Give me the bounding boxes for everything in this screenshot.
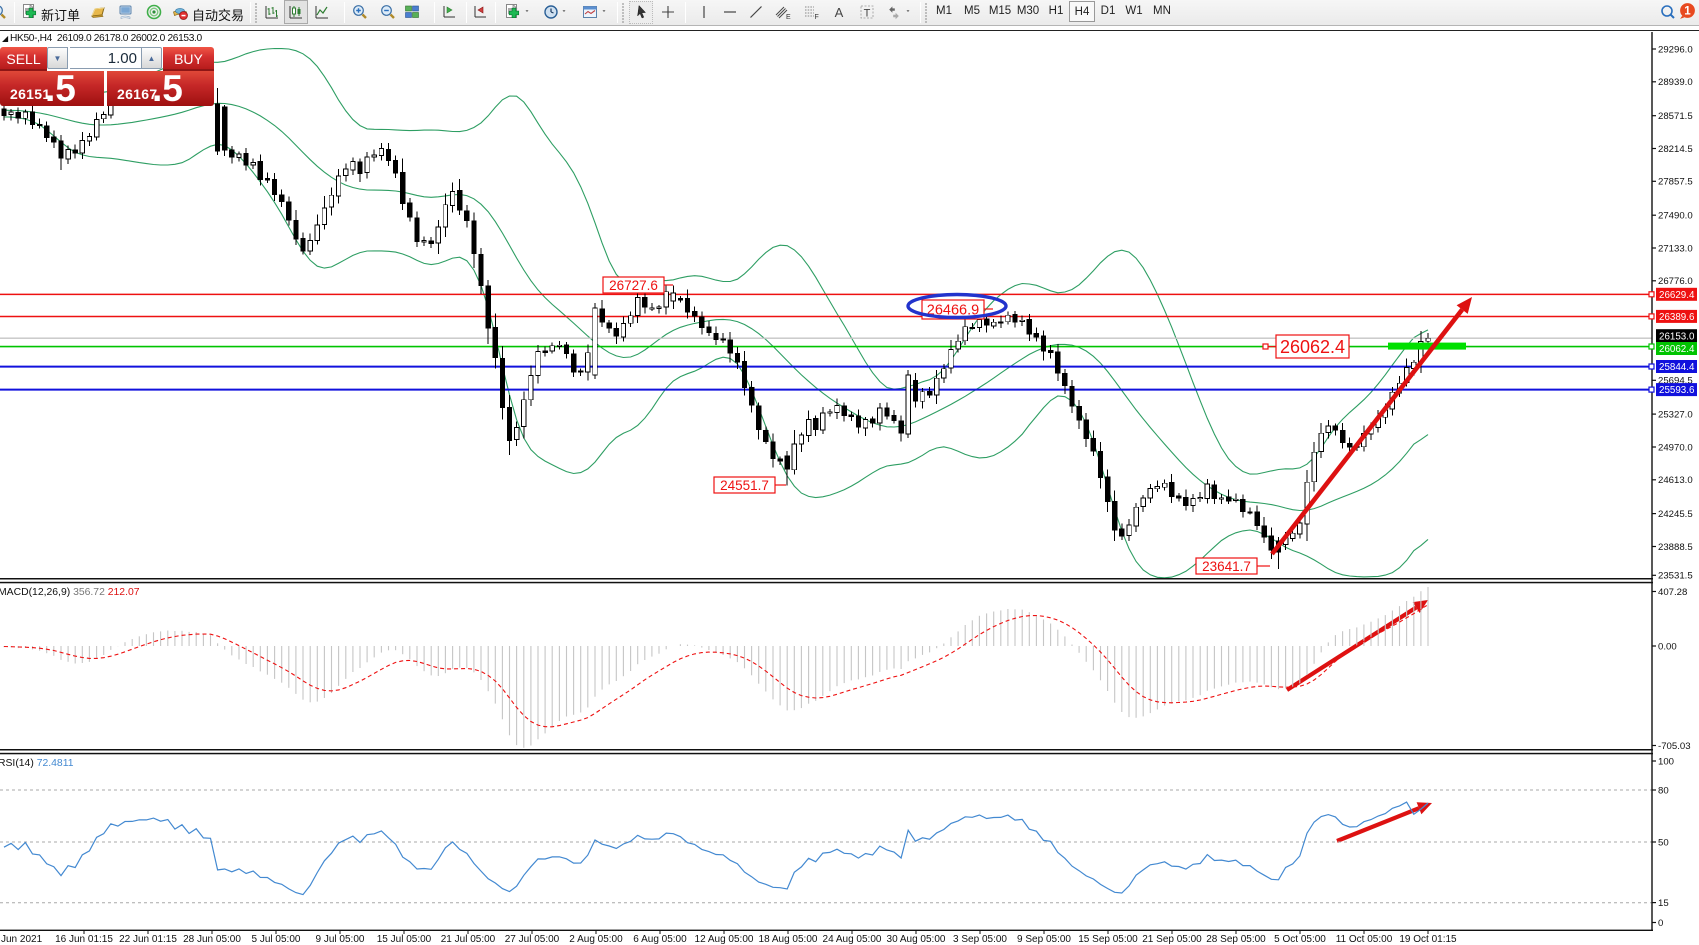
svg-text:22 Jun 01:15: 22 Jun 01:15 [119, 934, 177, 945]
svg-text:5 Oct 05:00: 5 Oct 05:00 [1274, 934, 1326, 945]
svg-text:50: 50 [1658, 837, 1669, 848]
svg-text:3 Sep 05:00: 3 Sep 05:00 [953, 934, 1007, 945]
svg-text:26062.4: 26062.4 [1280, 337, 1345, 357]
svg-text:100: 100 [1658, 756, 1674, 767]
svg-text:29296.0: 29296.0 [1658, 44, 1693, 55]
svg-text:F: F [815, 14, 819, 20]
svg-text:25593.6: 25593.6 [1659, 385, 1695, 396]
svg-text:11 Oct 05:00: 11 Oct 05:00 [1336, 934, 1393, 945]
svg-text:24613.0: 24613.0 [1658, 475, 1693, 486]
svg-text:23888.5: 23888.5 [1658, 542, 1693, 553]
svg-text:27 Jul 05:00: 27 Jul 05:00 [505, 934, 560, 945]
svg-text:30 Aug 05:00: 30 Aug 05:00 [887, 934, 946, 945]
svg-text:28 Sep 05:00: 28 Sep 05:00 [1206, 934, 1266, 945]
svg-text:27490.0: 27490.0 [1658, 211, 1693, 222]
svg-text:24 Aug 05:00: 24 Aug 05:00 [823, 934, 882, 945]
svg-text:-705.03: -705.03 [1658, 741, 1691, 752]
svg-text:26776.0: 26776.0 [1658, 276, 1693, 287]
svg-text:26389.6: 26389.6 [1659, 312, 1695, 323]
svg-text:28571.5: 28571.5 [1658, 111, 1693, 122]
svg-text:RSI(14) 72.4811: RSI(14) 72.4811 [0, 758, 74, 769]
svg-text:23641.7: 23641.7 [1202, 559, 1251, 574]
svg-text:28939.0: 28939.0 [1658, 77, 1693, 88]
svg-text:21 Sep 05:00: 21 Sep 05:00 [1142, 934, 1202, 945]
svg-text:24970.0: 24970.0 [1658, 442, 1693, 453]
svg-text:26727.6: 26727.6 [609, 278, 658, 293]
svg-text:26629.4: 26629.4 [1659, 290, 1695, 301]
svg-text:24245.5: 24245.5 [1658, 509, 1693, 520]
svg-text:407.28: 407.28 [1658, 587, 1687, 598]
svg-text:26466.9: 26466.9 [927, 303, 979, 319]
svg-text:23531.5: 23531.5 [1658, 571, 1693, 582]
svg-text:15 Jul 05:00: 15 Jul 05:00 [377, 934, 432, 945]
svg-text:28 Jun 05:00: 28 Jun 05:00 [183, 934, 241, 945]
svg-text:1: 1 [1684, 5, 1691, 18]
svg-text:26062.4: 26062.4 [1659, 344, 1695, 355]
svg-text:12 Aug 05:00: 12 Aug 05:00 [695, 934, 754, 945]
svg-text:25694.5: 25694.5 [1658, 376, 1693, 387]
svg-text:MACD(12,26,9) 356.72 212.07: MACD(12,26,9) 356.72 212.07 [0, 587, 140, 598]
svg-text:9 Jul 05:00: 9 Jul 05:00 [316, 934, 365, 945]
svg-text:19 Oct 01:15: 19 Oct 01:15 [1399, 934, 1457, 945]
svg-text:28214.5: 28214.5 [1658, 144, 1693, 155]
svg-text:24551.7: 24551.7 [720, 478, 769, 493]
svg-text:15: 15 [1658, 898, 1669, 909]
svg-text:27133.0: 27133.0 [1658, 243, 1693, 254]
svg-text:9 Sep 05:00: 9 Sep 05:00 [1017, 934, 1071, 945]
svg-text:15 Sep 05:00: 15 Sep 05:00 [1078, 934, 1138, 945]
svg-text:26153.0: 26153.0 [1659, 331, 1695, 342]
svg-text:0.00: 0.00 [1658, 641, 1677, 652]
svg-text:T: T [864, 8, 871, 20]
svg-text:0: 0 [1658, 918, 1663, 929]
svg-text:Jun 2021: Jun 2021 [1, 934, 43, 945]
svg-text:5 Jul 05:00: 5 Jul 05:00 [252, 934, 301, 945]
svg-text:21 Jul 05:00: 21 Jul 05:00 [441, 934, 496, 945]
svg-text:18 Aug 05:00: 18 Aug 05:00 [759, 934, 818, 945]
svg-text:E: E [786, 14, 791, 20]
svg-text:80: 80 [1658, 785, 1669, 796]
svg-text:2 Aug 05:00: 2 Aug 05:00 [569, 934, 623, 945]
svg-text:16 Jun 01:15: 16 Jun 01:15 [55, 934, 113, 945]
svg-text:27857.5: 27857.5 [1658, 177, 1693, 188]
svg-text:25327.0: 25327.0 [1658, 410, 1693, 421]
svg-text:6 Aug 05:00: 6 Aug 05:00 [633, 934, 687, 945]
svg-text:A: A [835, 5, 844, 20]
svg-text:25844.4: 25844.4 [1659, 362, 1695, 373]
